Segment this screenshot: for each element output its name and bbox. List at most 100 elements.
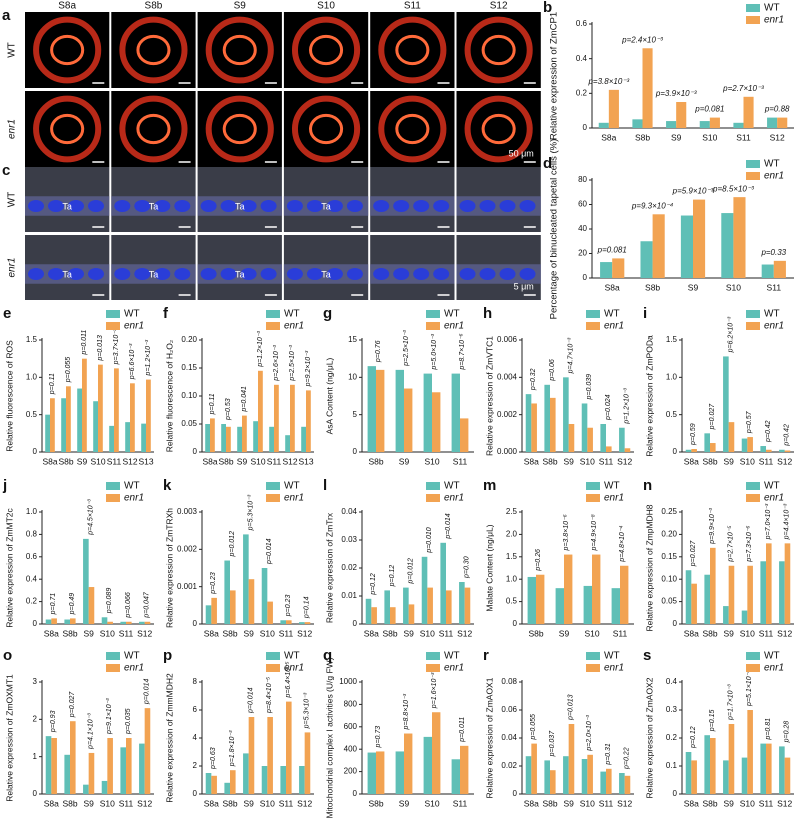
bar [120, 747, 126, 794]
legend-swatch [106, 310, 120, 318]
bar [704, 433, 710, 452]
nucleus [28, 200, 44, 212]
y-tick-label: 0.004 [497, 372, 518, 381]
x-tick-label: S9 [399, 456, 410, 466]
legend-swatch [746, 664, 760, 672]
bar [531, 743, 537, 794]
bar [460, 745, 469, 794]
legend-swatch [266, 482, 280, 490]
x-tick-label: S10 [424, 456, 439, 466]
bar [301, 426, 306, 452]
bar [146, 379, 151, 452]
x-tick-label: S11 [439, 628, 454, 638]
bar [544, 760, 550, 794]
p-value: p=0.014 [248, 687, 255, 714]
legend-label: WT [764, 159, 780, 170]
y-tick-label: 0.15 [181, 363, 197, 372]
column-header: S8a [58, 1, 76, 12]
p-value: p=0.037 [549, 730, 556, 758]
legend-swatch [586, 322, 600, 330]
bar [760, 561, 766, 624]
x-tick-label: S9 [243, 628, 254, 638]
x-tick-label: S9 [563, 456, 574, 466]
legend-label: enr1 [604, 663, 624, 674]
x-tick-label: S12 [777, 628, 792, 638]
bar [299, 622, 305, 624]
bar [581, 759, 588, 794]
bar [723, 760, 729, 794]
x-tick-label: S9 [723, 628, 734, 638]
nucleus [28, 268, 44, 280]
bar [451, 759, 460, 794]
y-tick-label: 1.5 [26, 335, 38, 344]
y-tick-label: 0.5 [26, 410, 38, 419]
bar [709, 117, 720, 128]
bar [766, 743, 772, 794]
bar [306, 390, 311, 452]
p-value: p=2.7×10⁻³ [722, 84, 764, 93]
bar [460, 418, 469, 452]
legend-label: enr1 [124, 321, 144, 332]
y-tick-label: 0.20 [181, 335, 197, 344]
x-tick-label: S11 [107, 456, 122, 466]
y-axis-label: Relative fluorescence of H₂O₂ [164, 340, 174, 452]
bar [710, 547, 716, 624]
x-tick-label: S8b [222, 628, 237, 638]
bar [691, 760, 697, 794]
bar [728, 422, 735, 452]
x-tick-label: S12 [617, 456, 632, 466]
bar [61, 398, 66, 452]
bar [777, 117, 788, 128]
y-tick-label: 0.06 [501, 705, 517, 714]
p-value: p=0.22 [624, 747, 631, 770]
y-tick-label: 1.5 [506, 552, 518, 561]
tissue-inner [395, 113, 430, 145]
tissue-ring [291, 16, 361, 84]
y-tick-label: 600 [344, 722, 358, 731]
p-value: p=2.4×10⁻³ [621, 35, 663, 44]
legend-swatch [266, 652, 280, 660]
x-tick-label: S11 [613, 628, 628, 638]
nucleus [68, 268, 84, 280]
bar [600, 262, 613, 278]
bar [600, 771, 606, 794]
x-tick-label: S8b [635, 132, 650, 142]
y-tick-label: 0.05 [661, 597, 677, 606]
panel-letter: b [543, 0, 552, 16]
bar [51, 618, 57, 624]
bar [230, 770, 236, 794]
x-tick-label: S9 [399, 798, 410, 808]
y-axis-label: Relative expression of ZmAOX2 [644, 677, 654, 798]
bar [367, 752, 376, 794]
y-tick-label: 8 [193, 677, 198, 686]
p-value: p=4.8×10⁻⁴ [619, 525, 626, 562]
p-value: p=3.7×10⁻³ [113, 328, 120, 365]
bar [230, 590, 236, 624]
bar [606, 768, 612, 794]
x-tick-label: S9 [83, 798, 94, 808]
nucleus [240, 268, 257, 280]
scale-label: 50 μm [509, 148, 534, 158]
y-tick-label: 0.10 [661, 574, 677, 583]
bar [286, 620, 292, 624]
nucleus [479, 268, 496, 280]
bar [459, 582, 465, 624]
x-tick-label: S11 [119, 798, 134, 808]
tissue-ring [33, 95, 102, 163]
nucleus [306, 200, 323, 212]
bar [423, 736, 432, 794]
p-value: p=9.2×10⁻³ [305, 350, 312, 387]
panel-letter: n [643, 477, 652, 494]
x-tick-label: S10 [260, 628, 275, 638]
x-tick-label: S9 [403, 628, 414, 638]
p-value: p=0.035 [125, 708, 132, 735]
legend-swatch [746, 310, 760, 318]
panel-letter: c [2, 162, 10, 179]
p-value: p=3.8×10⁻³ [587, 77, 629, 86]
x-tick-label: S8b [368, 456, 383, 466]
x-tick-label: S8a [684, 456, 699, 466]
x-tick-label: S12 [122, 456, 137, 466]
bar [728, 724, 735, 794]
nucleus [459, 268, 476, 280]
p-value: p=0.42 [784, 424, 791, 447]
